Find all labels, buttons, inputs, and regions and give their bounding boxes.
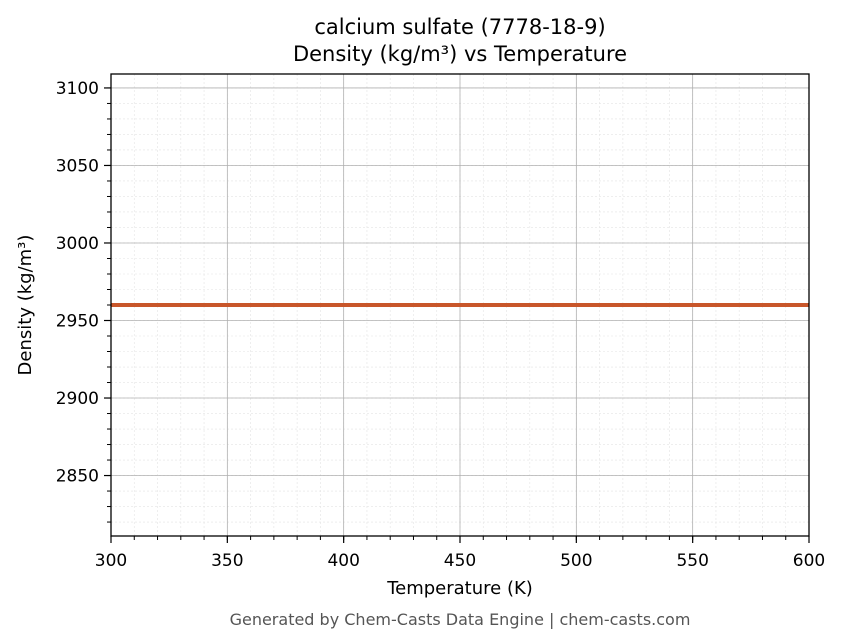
y-tick-label: 3100	[56, 79, 99, 99]
chart-title-line-1: calcium sulfate (7778-18-9)	[314, 15, 605, 39]
y-tick-label: 2950	[56, 312, 99, 332]
x-tick-label: 450	[444, 551, 476, 571]
y-tick-label: 3050	[56, 156, 99, 176]
y-tick-label: 3000	[56, 234, 99, 254]
axis-ticks	[104, 87, 810, 543]
chart-title-line-2: Density (kg/m³) vs Temperature	[293, 42, 627, 66]
x-tick-label: 300	[95, 551, 127, 571]
x-tick-label: 400	[327, 551, 359, 571]
x-axis-label: Temperature (K)	[386, 578, 533, 599]
x-tick-labels: 300 350 400 450 500 550 600	[95, 551, 825, 571]
y-axis-label: Density (kg/m³)	[15, 235, 36, 376]
x-tick-label: 550	[676, 551, 708, 571]
y-tick-label: 2850	[56, 467, 99, 487]
y-tick-labels: 2850 2900 2950 3000 3050 3100	[56, 79, 99, 487]
footer-credit: Generated by Chem-Casts Data Engine | ch…	[230, 610, 691, 629]
x-tick-label: 600	[793, 551, 825, 571]
x-tick-label: 500	[560, 551, 592, 571]
y-tick-label: 2900	[56, 389, 99, 409]
x-tick-label: 350	[211, 551, 243, 571]
